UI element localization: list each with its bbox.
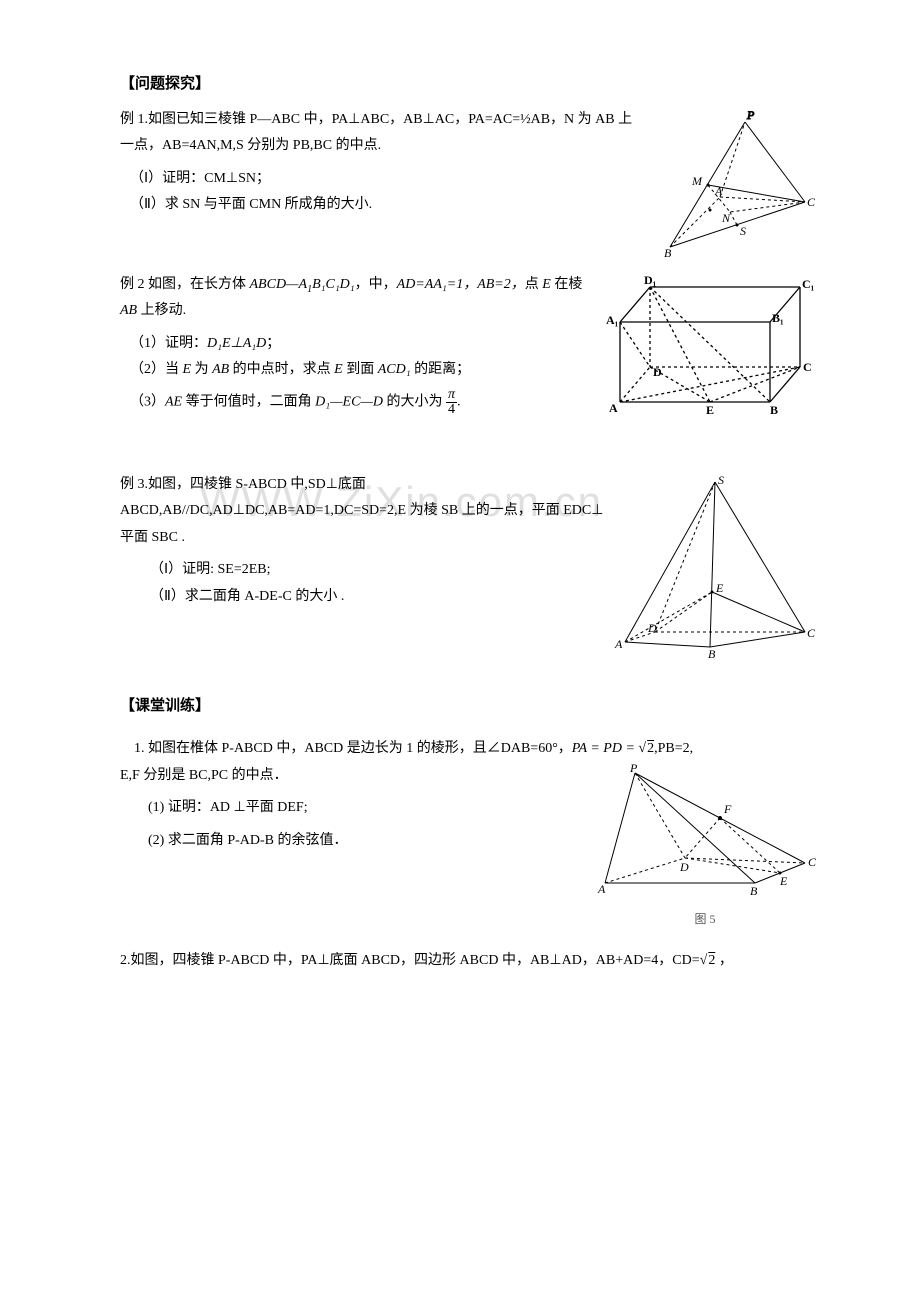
tr1-part2: (2) 求二面角 P-AD-B 的余弦值． [120, 828, 590, 855]
section-heading-1: 【问题探究】 [120, 70, 820, 99]
ex1-figure: P M A [640, 107, 820, 262]
tr1-part1: (1) 证明：AD ⊥平面 DEF; [120, 795, 590, 822]
ex1-part2: （Ⅱ）求 SN 与平面 CMN 所成角的大小. [120, 192, 640, 219]
svg-text:D: D [679, 860, 689, 874]
svg-text:A₁: A₁ [606, 313, 619, 327]
section-heading-2: 【课堂训练】 [120, 692, 820, 721]
svg-text:B₁: B₁ [772, 311, 784, 325]
svg-text:S: S [740, 224, 746, 238]
ex3-part2: （Ⅱ）求二面角 A-DE-C 的大小 . [120, 584, 610, 611]
ex2-figure: D₁ C₁ A₁ B₁ D C A B E [600, 272, 820, 422]
svg-text:F: F [723, 802, 732, 816]
svg-text:B: B [750, 884, 758, 898]
tr1-line1: 1. 如图在椎体 P-ABCD 中，ABCD 是边长为 1 的棱形，且∠DAB=… [120, 736, 820, 763]
tr1-figure: P F A D B C E 图 5 [590, 763, 820, 931]
svg-text:A: A [714, 184, 723, 198]
svg-text:D: D [647, 621, 657, 635]
svg-text:P: P [746, 108, 755, 122]
svg-text:C: C [808, 855, 817, 869]
svg-text:C: C [807, 195, 816, 209]
svg-text:S: S [718, 473, 724, 487]
svg-text:B: B [708, 647, 716, 661]
tr2-line1: 2.如图，四棱锥 P-ABCD 中，PA⊥底面 ABCD，四边形 ABCD 中，… [120, 948, 820, 975]
tr1-caption: 图 5 [590, 908, 820, 931]
svg-text:N: N [721, 211, 731, 225]
svg-text:M: M [691, 174, 703, 188]
svg-text:A: A [609, 401, 618, 415]
svg-text:C: C [807, 626, 816, 640]
svg-text:C₁: C₁ [802, 277, 815, 291]
ex2-part1: （1）证明：D₁E⊥A₁D； [120, 331, 600, 358]
svg-text:B: B [664, 246, 672, 260]
svg-text:A: A [614, 637, 623, 651]
ex2-title: 例 2 如图，在长方体 ABCD—A1B₁C₁D₁，中，AD=AA₁=1，AB=… [120, 272, 600, 325]
ex2-part3: （3）AE 等于何值时，二面角 D₁—EC—D 的大小为 π4. [120, 388, 600, 417]
ex1-part1: （Ⅰ）证明：CM⊥SN； [120, 166, 640, 193]
svg-text:C: C [803, 360, 812, 374]
svg-text:E: E [779, 874, 788, 888]
ex3-figure: S A D B C E [610, 472, 820, 662]
ex1-title: 例 1.如图已知三棱锥 P—ABC 中，PA⊥ABC，AB⊥AC，PA=AC=½… [120, 107, 640, 160]
svg-text:A: A [597, 882, 606, 896]
svg-text:B: B [770, 403, 778, 417]
ex3-part1: （Ⅰ）证明: SE=2EB; [120, 557, 610, 584]
svg-text:D₁: D₁ [644, 273, 657, 287]
svg-text:P: P [629, 763, 638, 775]
ex3-title: 例 3.如图，四棱锥 S-ABCD 中,SD⊥底面 ABCD,AB//DC,AD… [120, 472, 610, 552]
svg-text:E: E [715, 581, 724, 595]
svg-text:E: E [706, 403, 714, 417]
tr1-line2: E,F 分别是 BC,PC 的中点． [120, 763, 590, 790]
svg-text:D: D [653, 365, 662, 379]
ex2-part2: （2）当 E 为 AB 的中点时，求点 E 到面 ACD₁ 的距离； [120, 357, 600, 384]
